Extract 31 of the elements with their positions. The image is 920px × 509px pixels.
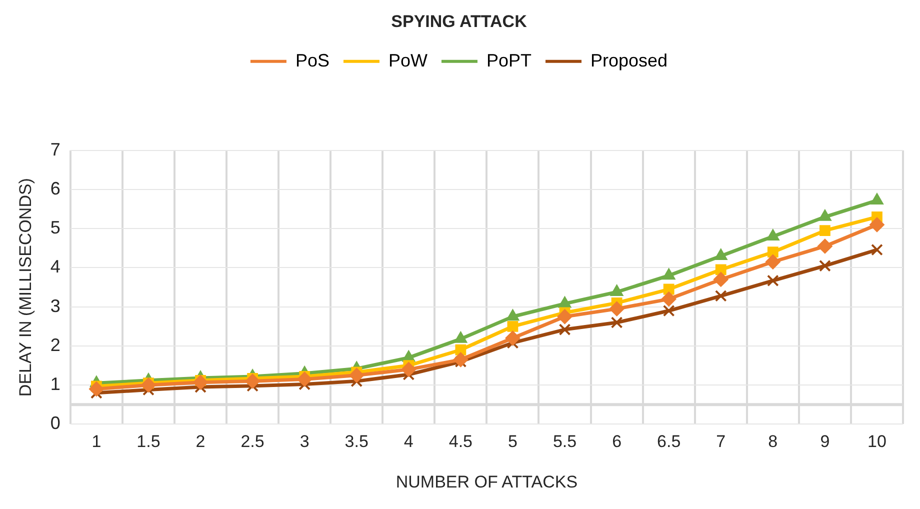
x-tick-label: 4 <box>404 432 414 452</box>
x-tick-label: 5.5 <box>552 432 577 452</box>
x-tick-label: 6.5 <box>657 432 681 452</box>
x-tick-label: 9 <box>820 432 830 452</box>
y-tick-label: 1 <box>50 374 60 394</box>
legend-label: PoW <box>388 50 428 70</box>
legend-label: Proposed <box>590 50 668 70</box>
x-tick-label: 1.5 <box>136 432 160 452</box>
y-tick-label: 6 <box>50 178 60 198</box>
x-tick-label: 10 <box>868 432 886 452</box>
x-tick-label: 2 <box>196 432 206 452</box>
y-tick-label: 5 <box>50 218 60 238</box>
chart-title: SPYING ATTACK <box>391 12 528 31</box>
y-tick-label: 2 <box>50 334 60 355</box>
x-tick-label: 7 <box>716 432 726 452</box>
x-tick-label: 1 <box>92 432 102 452</box>
y-axis-title: DELAY IN (MILLISECONDS) <box>16 178 35 397</box>
x-tick-label: 3.5 <box>344 432 368 452</box>
x-tick-label: 4.5 <box>448 432 473 452</box>
y-tick-label: 3 <box>50 296 60 316</box>
y-tick-label: 7 <box>50 139 60 160</box>
legend-label: PoS <box>295 50 330 70</box>
x-tick-label: 8 <box>768 432 778 452</box>
x-tick-label: 3 <box>300 432 310 452</box>
x-tick-label: 6 <box>612 432 622 452</box>
x-tick-label: 5 <box>508 432 518 452</box>
legend-label: PoPT <box>486 50 532 70</box>
y-tick-label: 4 <box>50 256 60 277</box>
y-tick-label: 0 <box>50 413 60 434</box>
x-axis-title: NUMBER OF ATTACKS <box>396 472 578 492</box>
x-tick-label: 2.5 <box>240 432 264 452</box>
